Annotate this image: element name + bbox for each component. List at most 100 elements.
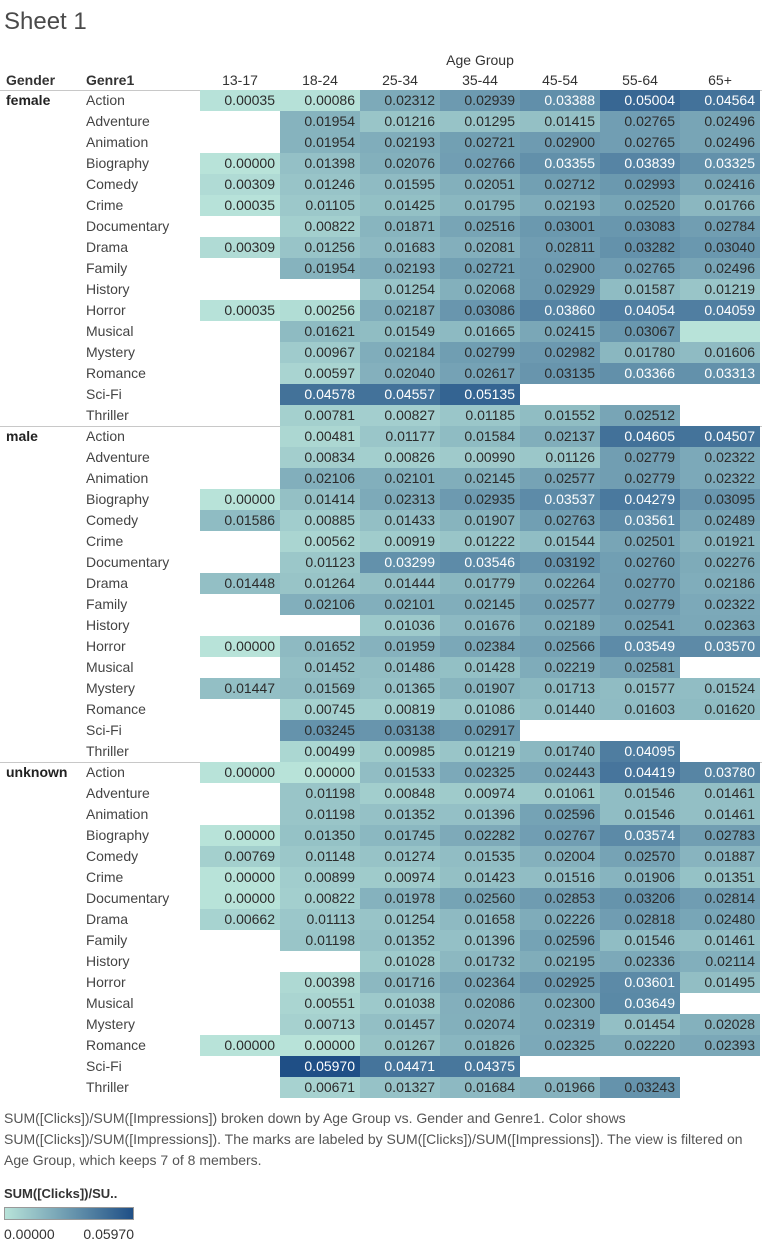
- table-row: Horror 0.00035 0.00256 0.02187 0.03086 0.0386…: [0, 300, 762, 321]
- heatmap-cell: 0.02570: [600, 846, 680, 867]
- heatmap-cell: 0.00713: [280, 1014, 360, 1035]
- heatmap-cell: 0.01921: [680, 531, 760, 552]
- heatmap-cell: 0.02765: [600, 111, 680, 132]
- heatmap-cell: 0.03537: [520, 489, 600, 510]
- table-row: Thriller 0.00781 0.00827 0.01185 0.01552 0.02…: [0, 405, 762, 426]
- heatmap-cell: 0.01038: [360, 993, 440, 1014]
- heatmap-cell: 0.02416: [680, 174, 760, 195]
- table-row: Mystery 0.00967 0.02184 0.02799 0.02982 0.017…: [0, 342, 762, 363]
- heatmap-cell: 0.02106: [280, 594, 360, 615]
- heatmap-cell: 0.01620: [680, 699, 760, 720]
- heatmap-cell: 0.02313: [360, 489, 440, 510]
- genre-label: Musical: [86, 659, 134, 675]
- genre-label: Mystery: [86, 680, 135, 696]
- heatmap-cell: 0.02137: [520, 426, 600, 447]
- heatmap-cell: 0.01683: [360, 237, 440, 258]
- heatmap-cell: 0.00885: [280, 510, 360, 531]
- row-header-gender: Gender: [6, 72, 56, 88]
- heatmap-cell: 0.01871: [360, 216, 440, 237]
- heatmap-cell: 0.00000: [200, 867, 280, 888]
- heatmap-cell: 0.02415: [520, 321, 600, 342]
- heatmap-cell: 0.01148: [280, 846, 360, 867]
- heatmap-cell: 0.01461: [680, 783, 760, 804]
- heatmap-cell: 0.02939: [440, 90, 520, 111]
- heatmap-cell: 0.02501: [600, 531, 680, 552]
- heatmap-cell: 0.02512: [600, 405, 680, 426]
- heatmap-cell: 0.04605: [600, 426, 680, 447]
- genre-label: Sci-Fi: [86, 386, 122, 402]
- heatmap-cell: 0.02282: [440, 825, 520, 846]
- heatmap-cell: 0.02799: [440, 342, 520, 363]
- heatmap-cell: 0.01440: [520, 699, 600, 720]
- heatmap-cell: 0.03067: [600, 321, 680, 342]
- heatmap-cell: 0.00398: [280, 972, 360, 993]
- column-header: 13-17: [222, 72, 258, 88]
- table-row: female Action 0.00035 0.00086 0.02312 0.02939…: [0, 90, 762, 111]
- heatmap-cell: 0.02195: [520, 951, 600, 972]
- column-header: 45-54: [542, 72, 578, 88]
- heatmap-cell: 0.00919: [360, 531, 440, 552]
- heatmap-cell: 0.02566: [520, 636, 600, 657]
- heatmap-cell: 0.01444: [360, 573, 440, 594]
- genre-label: Romance: [86, 1037, 146, 1053]
- heatmap-cell: 0.02363: [680, 615, 760, 636]
- genre-label: History: [86, 281, 130, 297]
- genre-label: Thriller: [86, 743, 129, 759]
- heatmap-cell: 0.01586: [200, 510, 280, 531]
- legend-max-label: 0.05970: [83, 1226, 134, 1242]
- heatmap-cell: 0.02770: [600, 573, 680, 594]
- heatmap-cell: 0.01396: [440, 930, 520, 951]
- heatmap-cell: 0.02779: [600, 594, 680, 615]
- heatmap-cell: 0.00000: [200, 489, 280, 510]
- table-row: Romance 0.00745 0.00819 0.01086 0.01440 0.016…: [0, 699, 762, 720]
- heatmap-cell: 0.01264: [280, 573, 360, 594]
- genre-label: Musical: [86, 995, 134, 1011]
- table-row: Thriller 0.00671 0.01327 0.01684 0.01966 0.03…: [0, 1077, 762, 1098]
- heatmap-cell: 0.05970: [280, 1056, 360, 1077]
- sheet-title: Sheet 1: [4, 8, 87, 35]
- heatmap-cell: 0.04471: [360, 1056, 440, 1077]
- heatmap-cell: 0.03206: [600, 888, 680, 909]
- table-row: Sci-Fi 0.03245 0.03138 0.02917: [0, 720, 762, 741]
- heatmap-cell: 0.00822: [280, 216, 360, 237]
- heatmap-cell: 0.03086: [440, 300, 520, 321]
- table-row: Sci-Fi 0.04578 0.04557 0.05135: [0, 384, 762, 405]
- heatmap-cell: 0.03546: [440, 552, 520, 573]
- heatmap-cell: 0.01246: [280, 174, 360, 195]
- heatmap-cell: 0.00990: [440, 447, 520, 468]
- genre-label: Action: [86, 764, 125, 780]
- heatmap-cell: 0.00035: [200, 90, 280, 111]
- heatmap-cell: 0.01086: [440, 699, 520, 720]
- heatmap-cell: 0.01779: [440, 573, 520, 594]
- heatmap-cell: 0.02300: [520, 993, 600, 1014]
- heatmap-cell: 0.01658: [440, 909, 520, 930]
- heatmap-cell: 0.03366: [600, 363, 680, 384]
- heatmap-cell: 0.00000: [280, 762, 360, 783]
- heatmap-cell: 0.02384: [440, 636, 520, 657]
- heatmap-cell: 0.02784: [680, 216, 760, 237]
- heatmap-cell: 0.02004: [520, 846, 600, 867]
- heatmap-cell: 0.02917: [440, 720, 520, 741]
- legend-color-ramp: [4, 1207, 134, 1220]
- heatmap-cell: 0.02577: [520, 468, 600, 489]
- genre-label: Comedy: [86, 176, 139, 192]
- heatmap-cell: 0.01546: [600, 804, 680, 825]
- heatmap-cell: 0.01105: [280, 195, 360, 216]
- genre-label: Adventure: [86, 449, 150, 465]
- genre-label: History: [86, 617, 130, 633]
- heatmap-cell: 0.02577: [520, 594, 600, 615]
- heatmap-cell: 0.03095: [680, 489, 760, 510]
- heatmap-cell: 0.00256: [280, 300, 360, 321]
- heatmap-cell: 0.02336: [600, 951, 680, 972]
- heatmap-cell: 0.02186: [680, 573, 760, 594]
- heatmap-cell: 0.02443: [520, 762, 600, 783]
- heatmap-cell: 0.03649: [600, 993, 680, 1014]
- heatmap-cell: 0.01448: [200, 573, 280, 594]
- heatmap-cell: 0.01603: [600, 699, 680, 720]
- genre-label: Drama: [86, 239, 129, 255]
- heatmap-cell: 0.02312: [360, 90, 440, 111]
- heatmap-cell: 0.00000: [200, 153, 280, 174]
- heatmap-cell: 0.02900: [520, 258, 600, 279]
- genre-label: Mystery: [86, 344, 135, 360]
- heatmap-cell: 0.02086: [440, 993, 520, 1014]
